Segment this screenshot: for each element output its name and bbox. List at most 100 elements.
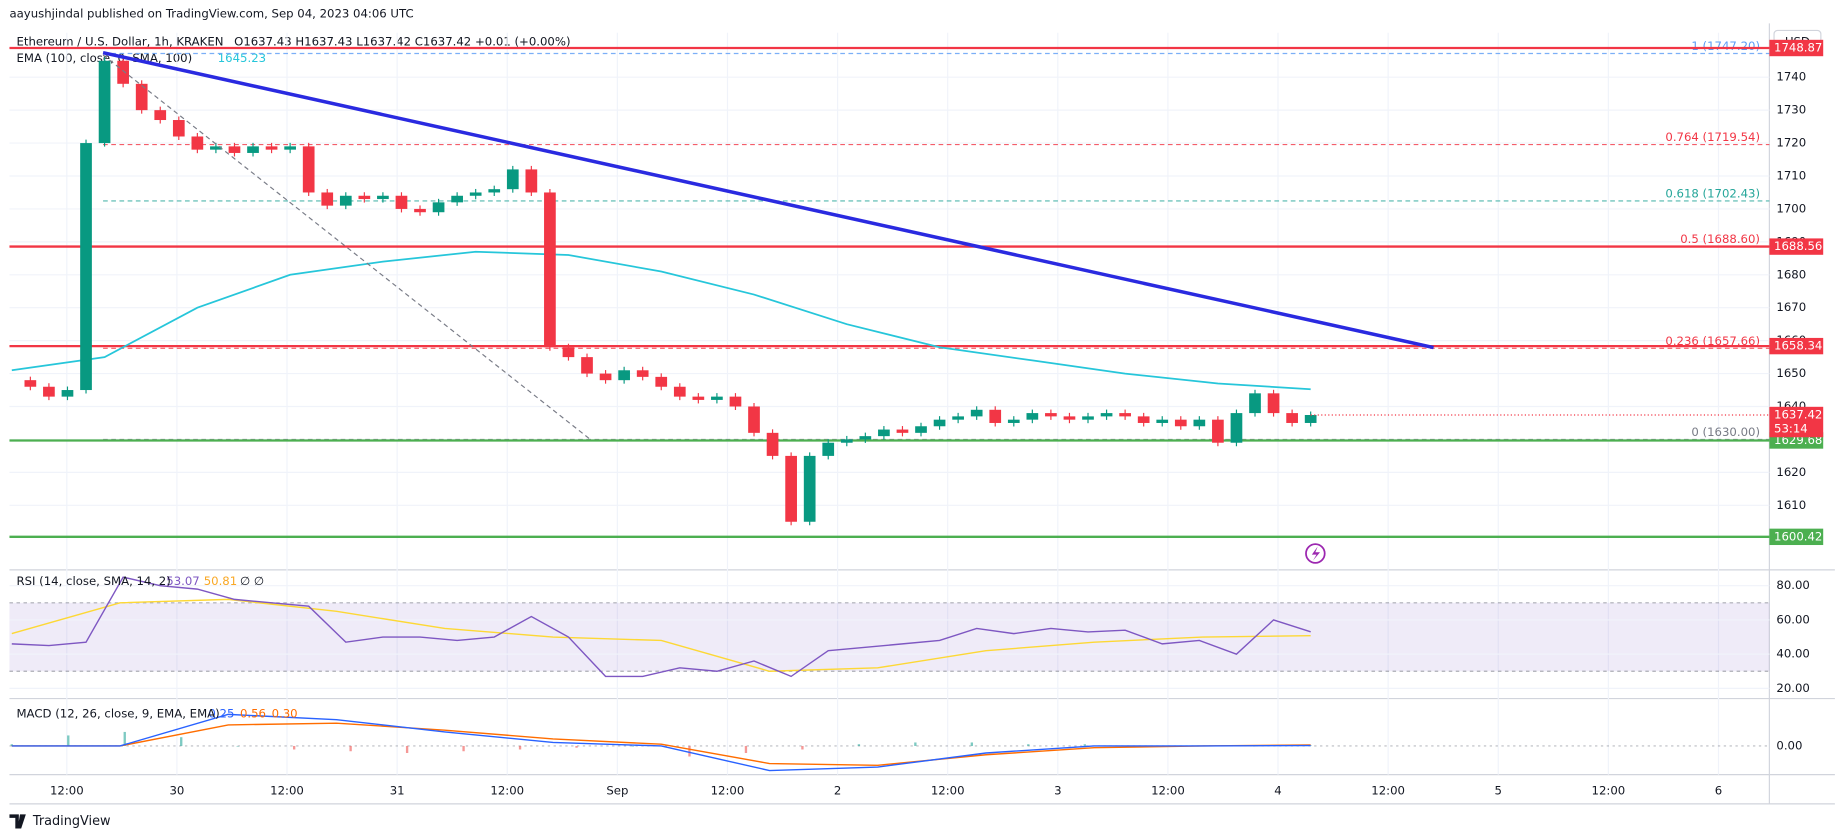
candle (117, 60, 129, 84)
macd-histogram-bar (914, 742, 917, 746)
candle (395, 195, 408, 209)
macd-histogram-bar (236, 745, 239, 747)
candle (506, 169, 519, 190)
x-tick-label: 6 (1715, 784, 1722, 798)
x-tick-label: 12:00 (931, 784, 965, 798)
y-tick-label: 1730 (1776, 103, 1806, 117)
macd-value: 0.25 (208, 706, 234, 720)
candle (1193, 419, 1206, 427)
countdown: 53:14 (1774, 422, 1808, 436)
candle (803, 455, 816, 522)
x-tick-label: 2 (834, 784, 841, 798)
ema-legend-value: 1645.23 (218, 51, 266, 65)
brand-logo (9, 814, 26, 829)
fib-label: 0.764 (1719.54) (1665, 130, 1760, 144)
candle (840, 439, 853, 443)
rsi-line (11, 576, 1311, 678)
candle (729, 396, 742, 407)
y-tick-label: 1610 (1776, 498, 1806, 512)
alert-icon-bolt (1311, 546, 1321, 561)
x-tick-label: 12:00 (1592, 784, 1626, 798)
candle (989, 409, 1002, 423)
fib-label: 0.618 (1702.43) (1665, 186, 1760, 200)
candle (952, 416, 964, 420)
price-tag (1769, 528, 1824, 546)
candle (1286, 413, 1298, 423)
price-tag (1769, 39, 1824, 57)
x-tick-label: 12:00 (490, 784, 524, 798)
candle (135, 83, 148, 111)
macd-signal-line (11, 722, 1311, 766)
macd-histogram-bar (67, 735, 70, 746)
candle (1267, 393, 1280, 414)
y-tick-label: 1700 (1776, 201, 1806, 215)
candle (247, 146, 259, 153)
candle (1156, 419, 1169, 423)
x-tick-label: Sep (606, 784, 628, 798)
macd-histogram-bar (970, 742, 974, 746)
macd-signal-value: 0.56 (240, 706, 266, 720)
candle (636, 370, 649, 377)
x-tick-label: 12:00 (1151, 784, 1185, 798)
macd-histogram-bar (631, 745, 635, 747)
rsi-band (9, 602, 1770, 672)
price-tag-label: 1600.42 (1774, 529, 1822, 543)
fib-label: 0.236 (1657.66) (1665, 334, 1760, 348)
rsi-sma-value: 50.81 (204, 574, 237, 588)
candle (1119, 413, 1131, 417)
candle (785, 455, 797, 522)
candle (358, 195, 371, 200)
rsi-value: 53.07 (166, 574, 199, 588)
candle (525, 169, 538, 193)
x-tick-label: 12:00 (270, 784, 304, 798)
candle (933, 419, 946, 427)
candle (80, 143, 92, 391)
macd-histogram-bar (405, 745, 409, 753)
price-tag-label: 1748.87 (1774, 41, 1822, 55)
candle (1304, 414, 1317, 423)
x-tick-label: 4 (1274, 784, 1281, 798)
macd-legend: MACD (12, 26, close, 9, EMA, EMA) (16, 706, 219, 720)
candle (896, 429, 909, 433)
x-tick-label: 12:00 (50, 784, 84, 798)
candle (1045, 413, 1057, 417)
candle (822, 442, 835, 456)
candle (414, 208, 426, 213)
fib-label: 1 (1747.20) (1691, 39, 1760, 53)
rsi-sma-line (11, 598, 1311, 672)
candle (98, 60, 111, 144)
rsi-tick-label: 80.00 (1776, 578, 1809, 592)
macd-histogram-bar (349, 745, 352, 752)
candle (302, 146, 315, 193)
candle (1230, 413, 1243, 443)
candle (191, 136, 204, 150)
fib-label: 0 (1630.00) (1691, 425, 1760, 439)
candle (655, 376, 668, 387)
chart-title: Ethereum / U.S. Dollar, 1h, KRAKEN (16, 35, 223, 49)
candle (915, 426, 927, 433)
candle (748, 406, 760, 433)
rsi-tick-label: 60.00 (1776, 612, 1809, 626)
y-tick-label: 1710 (1776, 169, 1806, 183)
candle (599, 373, 612, 381)
y-tick-label: 1680 (1776, 267, 1806, 281)
candle (469, 192, 482, 196)
macd-histogram-bar (292, 745, 296, 750)
candle (673, 386, 686, 397)
last-price-tag (1769, 406, 1824, 438)
macd-histogram-bar (744, 745, 748, 753)
trend-line (102, 50, 1434, 350)
x-tick-label: 12:00 (1371, 784, 1405, 798)
candle (878, 429, 890, 437)
candle (1007, 419, 1020, 423)
plot-layer: 12:00 30 12:00 31 12:00 Sep 12:00 2 12:00 3 12:00 4… (9, 32, 1824, 798)
fib-label: 0.5 (1688.60) (1680, 232, 1760, 246)
candle (1212, 419, 1224, 443)
ema-line (11, 250, 1311, 391)
candle (265, 146, 278, 150)
candle (692, 396, 705, 400)
candle (210, 146, 222, 150)
rsi-tick-label: 40.00 (1776, 647, 1809, 661)
